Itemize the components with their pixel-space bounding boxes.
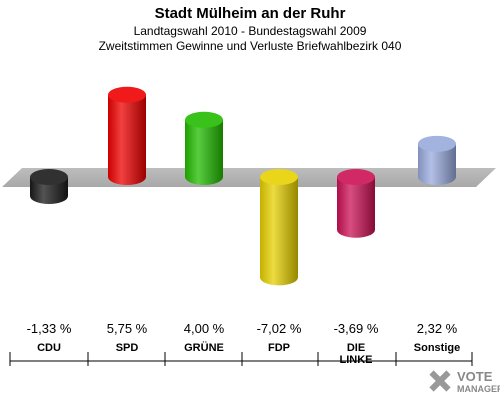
category-label: CDU: [37, 342, 61, 354]
bar-cap: [418, 135, 456, 152]
value-label: -3,69 %: [334, 321, 379, 336]
bar-body: [418, 143, 456, 185]
category-label: DIE: [347, 342, 365, 354]
bar-die-linke: [337, 169, 375, 238]
chart-subtitle-1: Landtagswahl 2010 - Bundestagswahl 2009: [134, 24, 367, 38]
bar-cap: [30, 169, 68, 185]
value-label: -1,33 %: [27, 321, 72, 336]
bar-gr-ne: [185, 111, 223, 185]
bar-group: [30, 86, 456, 286]
value-label: 4,00 %: [184, 321, 225, 336]
category-axis: [9, 352, 473, 366]
value-label-group: -1,33 % 5,75 % 4,00 % -7,02 % -3,69 % 2,32 %: [27, 321, 458, 336]
bar-body: [337, 177, 375, 238]
bar-cap: [185, 111, 223, 128]
bar-cap: [337, 169, 375, 185]
bar-body: [108, 94, 146, 185]
bar-cap: [108, 86, 146, 103]
checkmark-icon: [429, 370, 451, 392]
logo-text-vote: VOTE: [457, 369, 493, 384]
chart-title: Stadt Mülheim an der Ruhr: [155, 5, 346, 22]
bar-body: [185, 119, 223, 185]
chart-subtitle-2: Zweitstimmen Gewinne und Verluste Briefw…: [99, 39, 402, 53]
bar-fdp: [260, 169, 298, 286]
category-label: Sonstige: [414, 342, 460, 354]
bar-cap: [260, 169, 298, 185]
category-label: FDP: [268, 342, 290, 354]
value-label: -7,02 %: [257, 321, 302, 336]
category-label: GRÜNE: [184, 341, 224, 354]
bar-sonstige: [418, 135, 456, 185]
bar-body: [260, 177, 298, 286]
value-label: 5,75 %: [107, 321, 148, 336]
bar-cdu: [30, 169, 68, 205]
category-label: LINKE: [340, 354, 373, 366]
vote-manager-logo: VOTE MANAGER: [429, 369, 500, 394]
logo-text-manager: MANAGER: [457, 384, 500, 394]
bar-spd: [108, 86, 146, 185]
value-label: 2,32 %: [417, 321, 458, 336]
category-label: SPD: [116, 342, 139, 354]
